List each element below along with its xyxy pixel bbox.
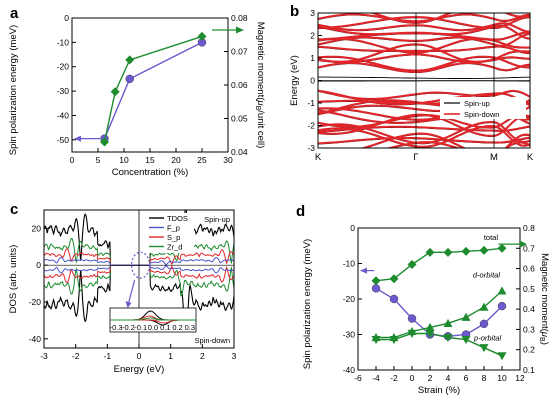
- panel-c-xtick-label: -2: [72, 351, 80, 361]
- panel-a-ytick-right-label: 0.04: [231, 147, 248, 157]
- panel-c-xtick-label: 2: [200, 351, 205, 361]
- panel-a-ytick-label: -10: [57, 37, 70, 47]
- panel-c-ylabel: DOS (arb. units): [8, 245, 19, 314]
- panel-b-ytick-label: 2: [310, 31, 315, 41]
- panel-c-legend-entry: F_p: [167, 224, 180, 233]
- panel-d-data-point: [372, 284, 380, 292]
- panel-d-ytick-label: 0: [350, 223, 355, 233]
- panel-a-ytick-label: -20: [57, 62, 70, 72]
- panel-c-xtick-label: -1: [104, 351, 112, 361]
- panel-c-inset-xtick-label: 0.3: [185, 323, 195, 332]
- panel-c-ytick-label: 0: [36, 260, 41, 270]
- panel-a-xtick-label: 10: [119, 155, 129, 165]
- panel-d-xtick-label: 2: [428, 373, 433, 383]
- panel-d-ylabel-right: Magnetic moment(μB): [538, 253, 550, 345]
- panel-letter-a: a: [10, 5, 19, 22]
- panel-d-ylabel-right-suffix: ): [539, 342, 550, 345]
- panel-c-inset-xtick-label: 0.2: [172, 323, 182, 332]
- panel-d-xtick-label: -4: [372, 373, 380, 383]
- panel-c-inset-xtick-label: 0.1: [160, 323, 170, 332]
- panel-b-kpoint-label: K: [315, 152, 322, 163]
- panel-d-ytick-label: -20: [343, 294, 356, 304]
- panel-d-ytick-label: -30: [343, 330, 356, 340]
- panel-d-xlabel: Strain (%): [418, 385, 460, 396]
- panel-d-xtick-label: -6: [354, 373, 362, 383]
- panel-a-xlabel: Concentration (%): [112, 167, 189, 178]
- panel-b-ytick-label: -2: [307, 121, 315, 131]
- panel-d-label-d-orbital: d-orbital: [473, 271, 500, 280]
- panel-c-ytick-label: -40: [29, 334, 42, 344]
- panel-d-xtick-label: 6: [464, 373, 469, 383]
- panel-d-xtick-label: 10: [497, 373, 507, 383]
- panel-b-legend-spin-down: Spin-down: [464, 110, 499, 119]
- panel-letter-d: d: [296, 203, 305, 220]
- panel-b-ylabel: Energy (eV): [289, 55, 300, 106]
- panel-d-data-point: [480, 320, 488, 328]
- panel-d-xtick-label: 0: [410, 373, 415, 383]
- panel-c-legend-entry: S_p: [167, 233, 180, 242]
- panel-a-ytick-label: 0: [64, 13, 69, 23]
- panel-d-xtick-label: 4: [446, 373, 451, 383]
- panel-b-kpoint-label: Γ: [413, 152, 418, 163]
- panel-a-xtick-label: 5: [96, 155, 101, 165]
- panel-d-ytick-right-label: 0.3: [523, 324, 535, 334]
- panel-a-xtick-label: 15: [145, 155, 155, 165]
- panel-b-ytick-label: 3: [310, 8, 315, 18]
- panel-d-data-point: [390, 295, 398, 303]
- panel-d-ytick-right-label: 0.2: [523, 345, 535, 355]
- panel-c-inset-xtick-label: -0.2: [122, 323, 135, 332]
- panel-b-ytick-label: 0: [310, 76, 315, 86]
- panel-d-data-point: [498, 302, 506, 310]
- panel-a-ytick-label: -40: [57, 110, 70, 120]
- panel-c-spin-down-label: Spin-down: [195, 336, 230, 345]
- panel-d-ytick-right-label: 0.8: [523, 223, 535, 233]
- panel-d-ytick-right-label: 0.1: [523, 365, 535, 375]
- panel-a-ytick-label: -30: [57, 86, 70, 96]
- panel-letter-b: b: [290, 3, 299, 20]
- panel-a-xtick-label: 20: [171, 155, 181, 165]
- panel-b-kpoint-label: M: [490, 152, 498, 163]
- panel-d-label-total: total: [484, 233, 499, 242]
- panel-c-legend-entry: Zr_d: [167, 243, 182, 252]
- panel-d-label-p-orbital: p-orbital: [473, 334, 501, 343]
- panel-d-ytick-right-label: 0.6: [523, 264, 535, 274]
- panel-a-ylabel-left: Spin polarization energy (meV): [8, 25, 19, 155]
- panel-c-xtick-label: -3: [40, 351, 48, 361]
- panel-d-data-point: [408, 315, 416, 323]
- panel-letter-c: c: [10, 201, 18, 218]
- panel-a-ytick-label: -50: [57, 135, 70, 145]
- panel-d-ytick-right-label: 0.5: [523, 284, 535, 294]
- panel-a-ylabel-right: Magnetic moment(μB/unit cell): [254, 22, 266, 149]
- panel-d-ytick-right-label: 0.4: [523, 304, 535, 314]
- panel-d-ylabel-left: Spin polarization energy (meV): [302, 239, 313, 369]
- panel-a-data-point: [126, 75, 134, 83]
- panel-c-xtick-label: 0: [137, 351, 142, 361]
- panel-a-ytick-right-label: 0.08: [231, 13, 248, 23]
- panel-c-xtick-label: 1: [168, 351, 173, 361]
- panel-d-ytick-label: -40: [343, 365, 356, 375]
- panel-a-ytick-right-label: 0.06: [231, 80, 248, 90]
- panel-a-ylabel-right-suffix: /unit cell): [255, 110, 266, 148]
- panel-c-ytick-label: 20: [32, 223, 42, 233]
- panel-b-kpoint-label: K: [527, 152, 534, 163]
- panel-d-xtick-label: -2: [390, 373, 398, 383]
- panel-b-legend-spin-up: Spin-up: [464, 99, 490, 108]
- panel-a-xtick-label: 25: [197, 155, 207, 165]
- panel-c-ytick-label: -20: [29, 297, 42, 307]
- panel-c-legend-entry: TDOS: [167, 214, 188, 223]
- panel-c-xlabel: Energy (eV): [114, 364, 165, 375]
- panel-c-xtick-label: 3: [232, 351, 237, 361]
- panel-c-inset-xtick-label: -0.1: [134, 323, 147, 332]
- panel-a-ytick-right-label: 0.07: [231, 47, 248, 57]
- panel-a-ytick-right-label: 0.05: [231, 114, 248, 124]
- panel-c-inset-xtick-label: -0.3: [110, 323, 123, 332]
- panel-b-ytick-label: 1: [310, 53, 315, 63]
- panel-b-ytick-label: -1: [307, 98, 315, 108]
- panel-d-ytick-label: -10: [343, 259, 356, 269]
- panel-d-xtick-label: 8: [482, 373, 487, 383]
- panel-a-xtick-label: 0: [70, 155, 75, 165]
- panel-c-spin-up-label: Spin-up: [204, 215, 230, 224]
- panel-c-inset-xtick-label: 0.0: [148, 323, 158, 332]
